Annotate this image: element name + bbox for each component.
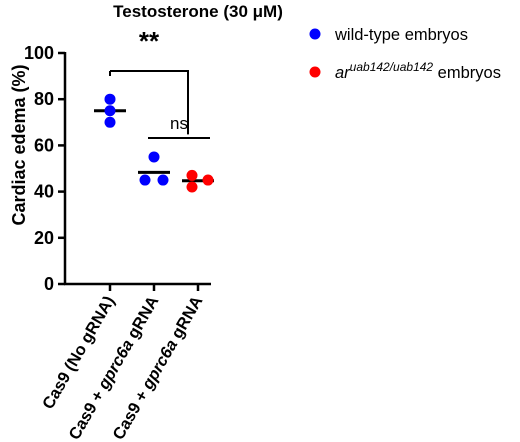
significance-label: **	[139, 26, 160, 56]
y-tick-label: 60	[34, 135, 54, 155]
data-point	[202, 174, 214, 186]
data-point	[186, 181, 198, 193]
y-tick-label: 80	[34, 89, 54, 109]
x-tick-label-part: gRNA	[166, 293, 207, 346]
data-point	[104, 116, 116, 128]
x-tick-label-part: gprc6a	[138, 337, 181, 394]
legend-label-part: embryos	[433, 64, 501, 82]
y-tick-label: 0	[44, 274, 54, 294]
legend-label: wild-type embryos	[334, 26, 468, 44]
significance-label: ns	[170, 114, 188, 133]
x-tick-label-part: gRNA	[122, 293, 163, 346]
significance-bracket	[109, 70, 189, 135]
legend: wild-type embryos aruab142/uab142 embryos	[309, 26, 501, 82]
y-tick-label: 100	[24, 43, 54, 63]
legend-label-part: ar	[335, 64, 351, 82]
x-tick-label-part: Cas9 +	[65, 384, 110, 442]
data-point	[139, 174, 151, 186]
data-point	[157, 174, 169, 186]
y-tick-label: 20	[34, 228, 54, 248]
data-point	[104, 105, 116, 117]
chart-title: Testosterone (30 μM)	[113, 2, 283, 21]
y-axis-label: Cardiac edema (%)	[9, 64, 29, 225]
legend-marker	[309, 28, 321, 40]
x-tick-label-part: gprc6a	[94, 337, 137, 394]
data-point	[104, 93, 116, 105]
data-point	[148, 151, 160, 163]
legend-label: aruab142/uab142 embryos	[335, 60, 501, 82]
legend-label-part: uab142/uab142	[350, 60, 434, 74]
y-tick-label: 40	[34, 182, 54, 202]
x-tick-label-part: Cas9 +	[109, 384, 154, 442]
legend-marker	[309, 66, 321, 78]
data-point	[186, 169, 198, 181]
